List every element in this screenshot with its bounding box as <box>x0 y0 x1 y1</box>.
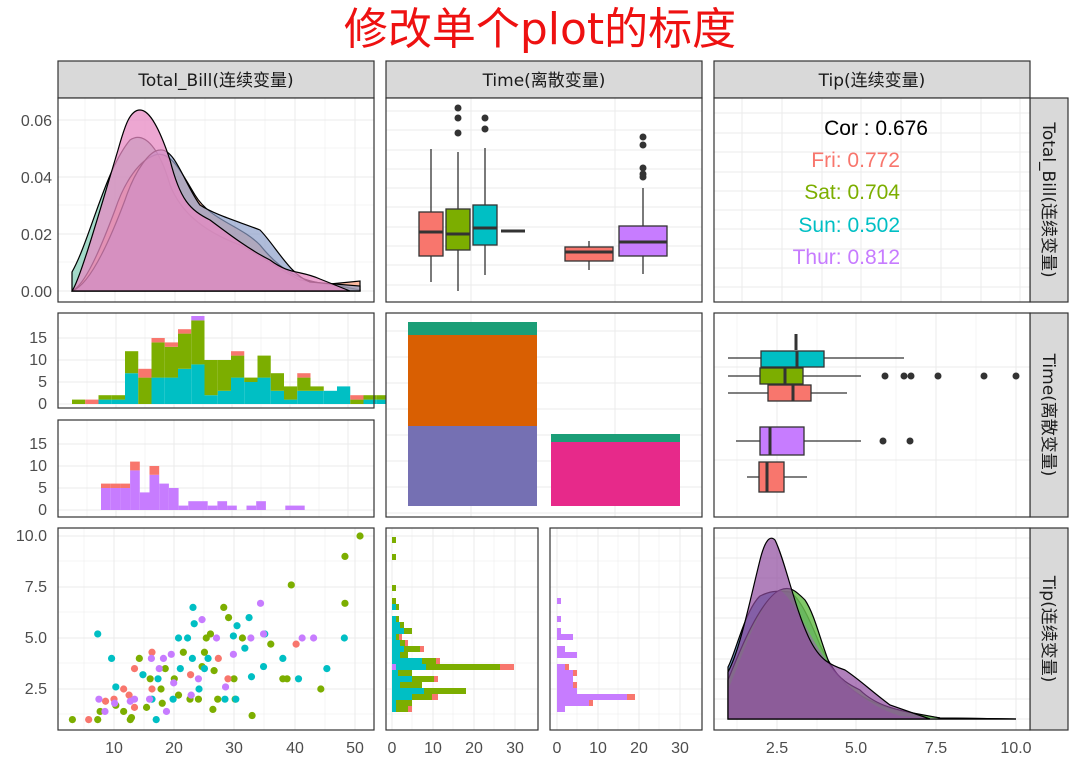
histogram-bars-dinner <box>72 316 390 404</box>
correlation-sun: Sun: 0.502 <box>798 214 900 237</box>
ytick-15: 15 <box>29 436 47 453</box>
ytick-0.02: 0.02 <box>21 227 52 244</box>
ytick-0: 0 <box>38 502 47 519</box>
ytick-10: 10 <box>29 352 47 369</box>
strip-row-tip: Tip(连续变量) <box>1038 575 1058 683</box>
ytick-10: 10 <box>29 458 47 475</box>
strip-col-total-bill: Total_Bill(连续变量) <box>137 71 293 91</box>
strip-row-time: Time(离散变量) <box>1038 353 1058 477</box>
strip-row-total-bill: Total_Bill(连续变量) <box>1038 121 1058 277</box>
horizontal-histogram-bars-dinner <box>392 537 514 712</box>
ytick-10.0: 10.0 <box>16 528 47 545</box>
histogram-bars-lunch <box>101 461 305 510</box>
panel-tip-histogram-lunch: 0 10 20 30 <box>549 527 703 757</box>
xtick-10: 10 <box>589 740 607 757</box>
xtick-50: 50 <box>346 740 364 757</box>
xtick-30: 30 <box>506 740 524 757</box>
correlation-fri: Fri: 0.772 <box>811 149 900 172</box>
page-title: 修改单个plot的标度 <box>343 4 737 55</box>
panel-total-bill-by-time-boxplot <box>385 97 703 303</box>
ytick-0.00: 0.00 <box>21 284 52 301</box>
xtick-0: 0 <box>388 740 397 757</box>
correlation-thur: Thur: 0.812 <box>793 246 900 269</box>
ytick-15: 15 <box>29 330 47 347</box>
ytick-5.0: 5.0 <box>25 630 47 647</box>
panel-tip-histogram-dinner: 0 10 20 30 <box>385 527 539 757</box>
xtick-20: 20 <box>630 740 648 757</box>
strip-col-tip: Tip(连续变量) <box>818 71 926 91</box>
xtick-0: 0 <box>553 740 562 757</box>
ytick-7.5: 7.5 <box>25 579 47 596</box>
ytick-5: 5 <box>38 480 47 497</box>
panel-total-bill-histogram-lunch: 0 5 10 15 <box>29 419 375 519</box>
panel-tip-by-time-boxplot <box>713 312 1031 518</box>
ytick-2.5: 2.5 <box>25 681 47 698</box>
xtick-30: 30 <box>225 740 243 757</box>
scatter-points <box>68 532 364 724</box>
panel-tip-density: 2.5 5.0 7.5 10.0 <box>713 527 1032 757</box>
xtick-7.5: 7.5 <box>925 740 947 757</box>
correlation-sat: Sat: 0.704 <box>804 181 900 204</box>
panel-total-bill-histogram-dinner: 0 5 10 15 <box>29 312 390 413</box>
xtick-10: 10 <box>424 740 442 757</box>
xtick-5.0: 5.0 <box>845 740 867 757</box>
horizontal-histogram-bars-lunch <box>557 598 635 712</box>
strip-col-time: Time(离散变量) <box>482 71 606 91</box>
panel-correlation: Cor : 0.676 Fri: 0.772 Sat: 0.704 Sun: 0… <box>713 97 1031 303</box>
panel-tip-vs-total-bill-scatter: 10.0 7.5 5.0 2.5 10 20 30 40 50 <box>16 527 375 757</box>
ytick-5: 5 <box>38 374 47 391</box>
xtick-10.0: 10.0 <box>1000 740 1031 757</box>
column-strips: Total_Bill(连续变量) Time(离散变量) Tip(连续变量) <box>57 60 1031 99</box>
correlation-overall: Cor : 0.676 <box>824 117 928 140</box>
panel-time-stacked-bar <box>385 312 703 518</box>
ytick-0.04: 0.04 <box>21 170 52 187</box>
ytick-0.06: 0.06 <box>21 113 52 130</box>
xtick-30: 30 <box>671 740 689 757</box>
xtick-40: 40 <box>286 740 304 757</box>
xtick-20: 20 <box>465 740 483 757</box>
xtick-2.5: 2.5 <box>766 740 788 757</box>
panel-total-bill-density: 0.06 0.04 0.02 0.00 <box>21 97 375 303</box>
row-strips: Total_Bill(连续变量) Time(离散变量) Tip(连续变量) <box>1029 97 1069 731</box>
xtick-20: 20 <box>165 740 183 757</box>
ytick-0: 0 <box>38 396 47 413</box>
xtick-10: 10 <box>105 740 123 757</box>
